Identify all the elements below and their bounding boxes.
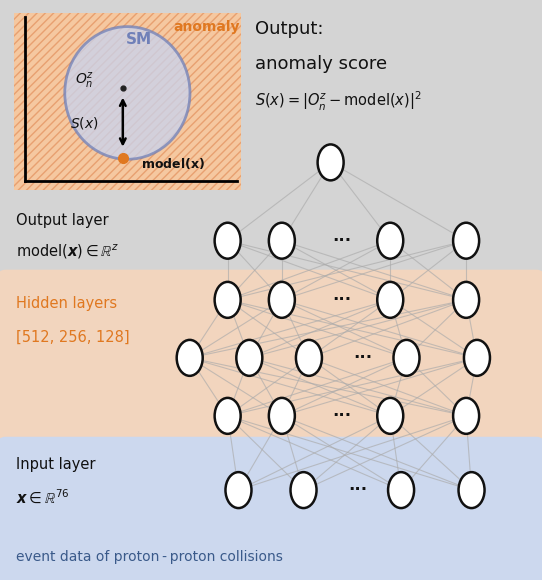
Ellipse shape — [236, 340, 262, 376]
Ellipse shape — [318, 144, 344, 180]
Text: $\mathbf{model(x)}$: $\mathbf{model(x)}$ — [141, 156, 205, 171]
Ellipse shape — [177, 340, 203, 376]
FancyBboxPatch shape — [0, 194, 542, 284]
Ellipse shape — [377, 282, 403, 318]
FancyBboxPatch shape — [0, 437, 542, 580]
Ellipse shape — [453, 398, 479, 434]
Text: Output layer: Output layer — [16, 213, 109, 228]
Ellipse shape — [296, 340, 322, 376]
Text: SM: SM — [126, 32, 152, 48]
Text: $S(x)$: $S(x)$ — [70, 115, 99, 131]
Text: [512, 256, 128]: [512, 256, 128] — [16, 330, 130, 345]
Text: ···: ··· — [332, 291, 351, 309]
Ellipse shape — [464, 340, 490, 376]
Text: ···: ··· — [353, 349, 373, 367]
Ellipse shape — [459, 472, 485, 508]
Text: event data of proton - proton collisions: event data of proton - proton collisions — [16, 550, 283, 564]
Ellipse shape — [453, 282, 479, 318]
Ellipse shape — [215, 398, 241, 434]
Ellipse shape — [269, 282, 295, 318]
Text: Input layer: Input layer — [16, 456, 96, 472]
Text: $S(x) = |O_n^z - \mathrm{model}(x)|^2$: $S(x) = |O_n^z - \mathrm{model}(x)|^2$ — [255, 90, 422, 113]
Text: anomaly: anomaly — [174, 20, 240, 34]
Text: Hidden layers: Hidden layers — [16, 296, 118, 311]
Ellipse shape — [291, 472, 317, 508]
Text: anomaly score: anomaly score — [255, 55, 387, 73]
Text: $O_n^z$: $O_n^z$ — [75, 71, 94, 90]
FancyBboxPatch shape — [0, 0, 542, 209]
Ellipse shape — [269, 223, 295, 259]
Ellipse shape — [215, 282, 241, 318]
Text: $\mathrm{model}(\boldsymbol{x}) \in \mathbb{R}^z$: $\mathrm{model}(\boldsymbol{x}) \in \mat… — [16, 242, 120, 261]
Text: Output:: Output: — [255, 20, 323, 38]
Text: $\boldsymbol{x} \in \mathbb{R}^{76}$: $\boldsymbol{x} \in \mathbb{R}^{76}$ — [16, 488, 70, 506]
Text: ···: ··· — [332, 407, 351, 425]
Ellipse shape — [215, 223, 241, 259]
Ellipse shape — [388, 472, 414, 508]
Ellipse shape — [64, 27, 190, 160]
Ellipse shape — [453, 223, 479, 259]
Text: ···: ··· — [332, 231, 351, 250]
Ellipse shape — [377, 398, 403, 434]
Ellipse shape — [393, 340, 420, 376]
FancyBboxPatch shape — [0, 270, 542, 452]
Ellipse shape — [377, 223, 403, 259]
Ellipse shape — [225, 472, 251, 508]
Ellipse shape — [269, 398, 295, 434]
Text: ···: ··· — [348, 481, 367, 499]
